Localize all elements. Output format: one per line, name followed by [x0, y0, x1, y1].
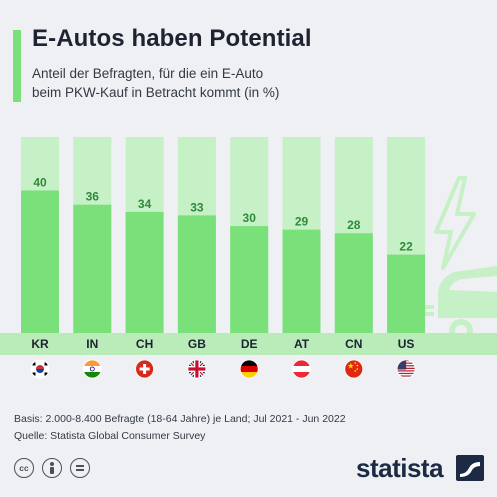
value-label-de: 30: [243, 211, 257, 225]
chart-title: E-Autos haben Potential: [32, 25, 312, 52]
no-derivatives-icon[interactable]: [70, 458, 90, 478]
chart-subtitle-line-1: Anteil der Befragten, für die ein E-Auto: [32, 66, 264, 81]
germany-flag-icon: [239, 359, 259, 379]
category-label-at: AT: [294, 337, 310, 351]
value-label-kr: 40: [33, 175, 47, 189]
category-label-de: DE: [241, 337, 258, 351]
india-flag-icon: [82, 359, 102, 379]
statista-wordmark[interactable]: statista: [356, 453, 444, 483]
footnote-source: Quelle: Statista Global Consumer Survey: [14, 430, 206, 442]
footnote-basis: Basis: 2.000-8.400 Befragte (18-64 Jahre…: [14, 413, 346, 425]
statista-logo-icon[interactable]: [456, 455, 484, 481]
category-label-kr: KR: [31, 337, 49, 351]
value-label-in: 36: [86, 190, 100, 204]
chart-subtitle-line-2: beim PKW-Kauf in Betracht kommt (in %): [32, 85, 280, 100]
bar-de[interactable]: [230, 226, 269, 333]
title-accent-bar: [13, 30, 21, 102]
attribution-icon[interactable]: [42, 458, 62, 478]
category-label-cn: CN: [345, 337, 362, 351]
category-label-us: US: [398, 337, 415, 351]
bar-cn[interactable]: [334, 233, 373, 333]
electric-car-icon: [416, 266, 497, 343]
lightning-bolt-icon: [434, 176, 476, 270]
category-label-gb: GB: [188, 337, 206, 351]
usa-flag-icon: [396, 359, 416, 379]
value-label-gb: 33: [190, 200, 204, 214]
value-label-at: 29: [295, 215, 309, 229]
bar-gb[interactable]: [177, 215, 216, 333]
value-label-us: 22: [399, 240, 413, 254]
uk-flag-icon: [187, 359, 207, 379]
china-flag-icon: [344, 359, 364, 379]
bar-chart: 40 36 34 33 30 29 28 22 KR IN CH GB DE AT CN US: [0, 137, 497, 379]
bar-ch[interactable]: [125, 211, 164, 333]
value-label-ch: 34: [138, 197, 152, 211]
bar-kr[interactable]: [21, 190, 59, 333]
category-label-ch: CH: [136, 337, 153, 351]
cc-icon[interactable]: cc: [14, 458, 34, 478]
bar-at[interactable]: [282, 229, 321, 333]
south-korea-flag-icon: [30, 359, 50, 379]
value-label-cn: 28: [347, 218, 361, 232]
category-label-in: IN: [86, 337, 98, 351]
bar-in[interactable]: [73, 204, 112, 333]
ev-decoration: [416, 176, 497, 343]
category-label-band: [0, 333, 497, 355]
bar-us[interactable]: [387, 254, 426, 333]
austria-flag-icon: [292, 359, 311, 379]
switzerland-flag-icon: [135, 359, 155, 379]
